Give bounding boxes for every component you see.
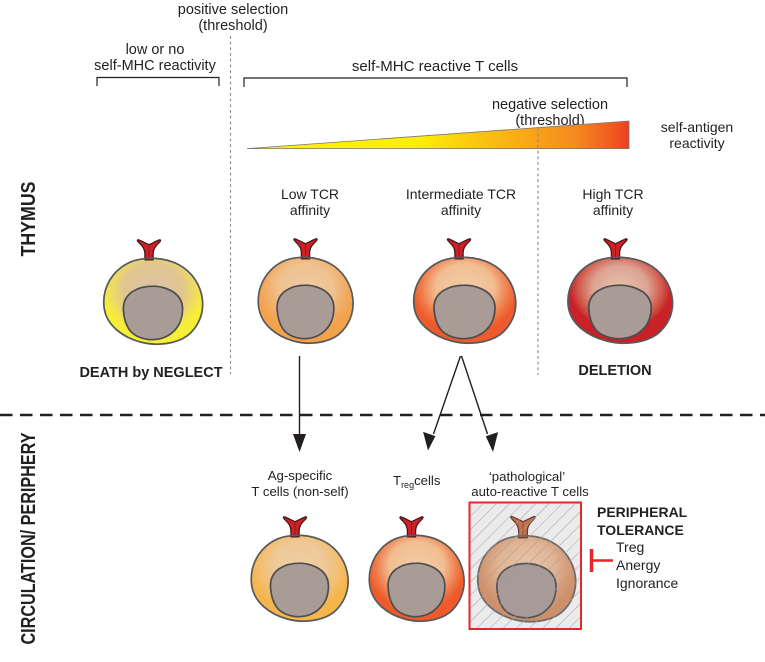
svg-text:auto-reactive T cells: auto-reactive T cells (471, 484, 589, 499)
svg-text:affinity: affinity (290, 202, 330, 218)
svg-text:Anergy: Anergy (616, 557, 660, 573)
svg-text:DEATH by NEGLECT: DEATH by NEGLECT (79, 365, 222, 381)
svg-text:Treg: Treg (616, 539, 644, 555)
svg-text:T cells (non-self): T cells (non-self) (251, 484, 348, 499)
svg-text:Low TCR: Low TCR (281, 186, 339, 202)
svg-text:self-MHC reactive T cells: self-MHC reactive T cells (352, 58, 518, 75)
svg-text:High TCR: High TCR (582, 186, 643, 202)
svg-text:‘pathological’: ‘pathological’ (489, 469, 565, 484)
svg-text:Intermediate TCR: Intermediate TCR (406, 186, 516, 202)
svg-text:low or no: low or no (126, 42, 185, 58)
svg-text:affinity: affinity (593, 202, 633, 218)
svg-text:negative selection: negative selection (492, 97, 608, 113)
svg-text:reactivity: reactivity (669, 135, 724, 151)
svg-text:Ignorance: Ignorance (616, 575, 678, 591)
svg-text:positive selection: positive selection (178, 2, 288, 18)
svg-text:affinity: affinity (441, 202, 481, 218)
svg-text:PERIPHERAL: PERIPHERAL (597, 504, 688, 520)
svg-text:self-MHC reactivity: self-MHC reactivity (94, 58, 216, 74)
svg-text:CIRCULATION/ PERIPHERY: CIRCULATION/ PERIPHERY (18, 432, 40, 645)
svg-text:TOLERANCE: TOLERANCE (597, 522, 684, 538)
svg-text:(threshold): (threshold) (515, 113, 584, 129)
svg-text:Ag-specific: Ag-specific (268, 468, 333, 483)
svg-text:DELETION: DELETION (578, 363, 651, 379)
svg-text:self-antigen: self-antigen (661, 119, 733, 135)
svg-text:(threshold): (threshold) (198, 18, 267, 34)
svg-text:THYMUS: THYMUS (18, 182, 40, 257)
svg-text:Tregcells: Tregcells (393, 473, 441, 490)
